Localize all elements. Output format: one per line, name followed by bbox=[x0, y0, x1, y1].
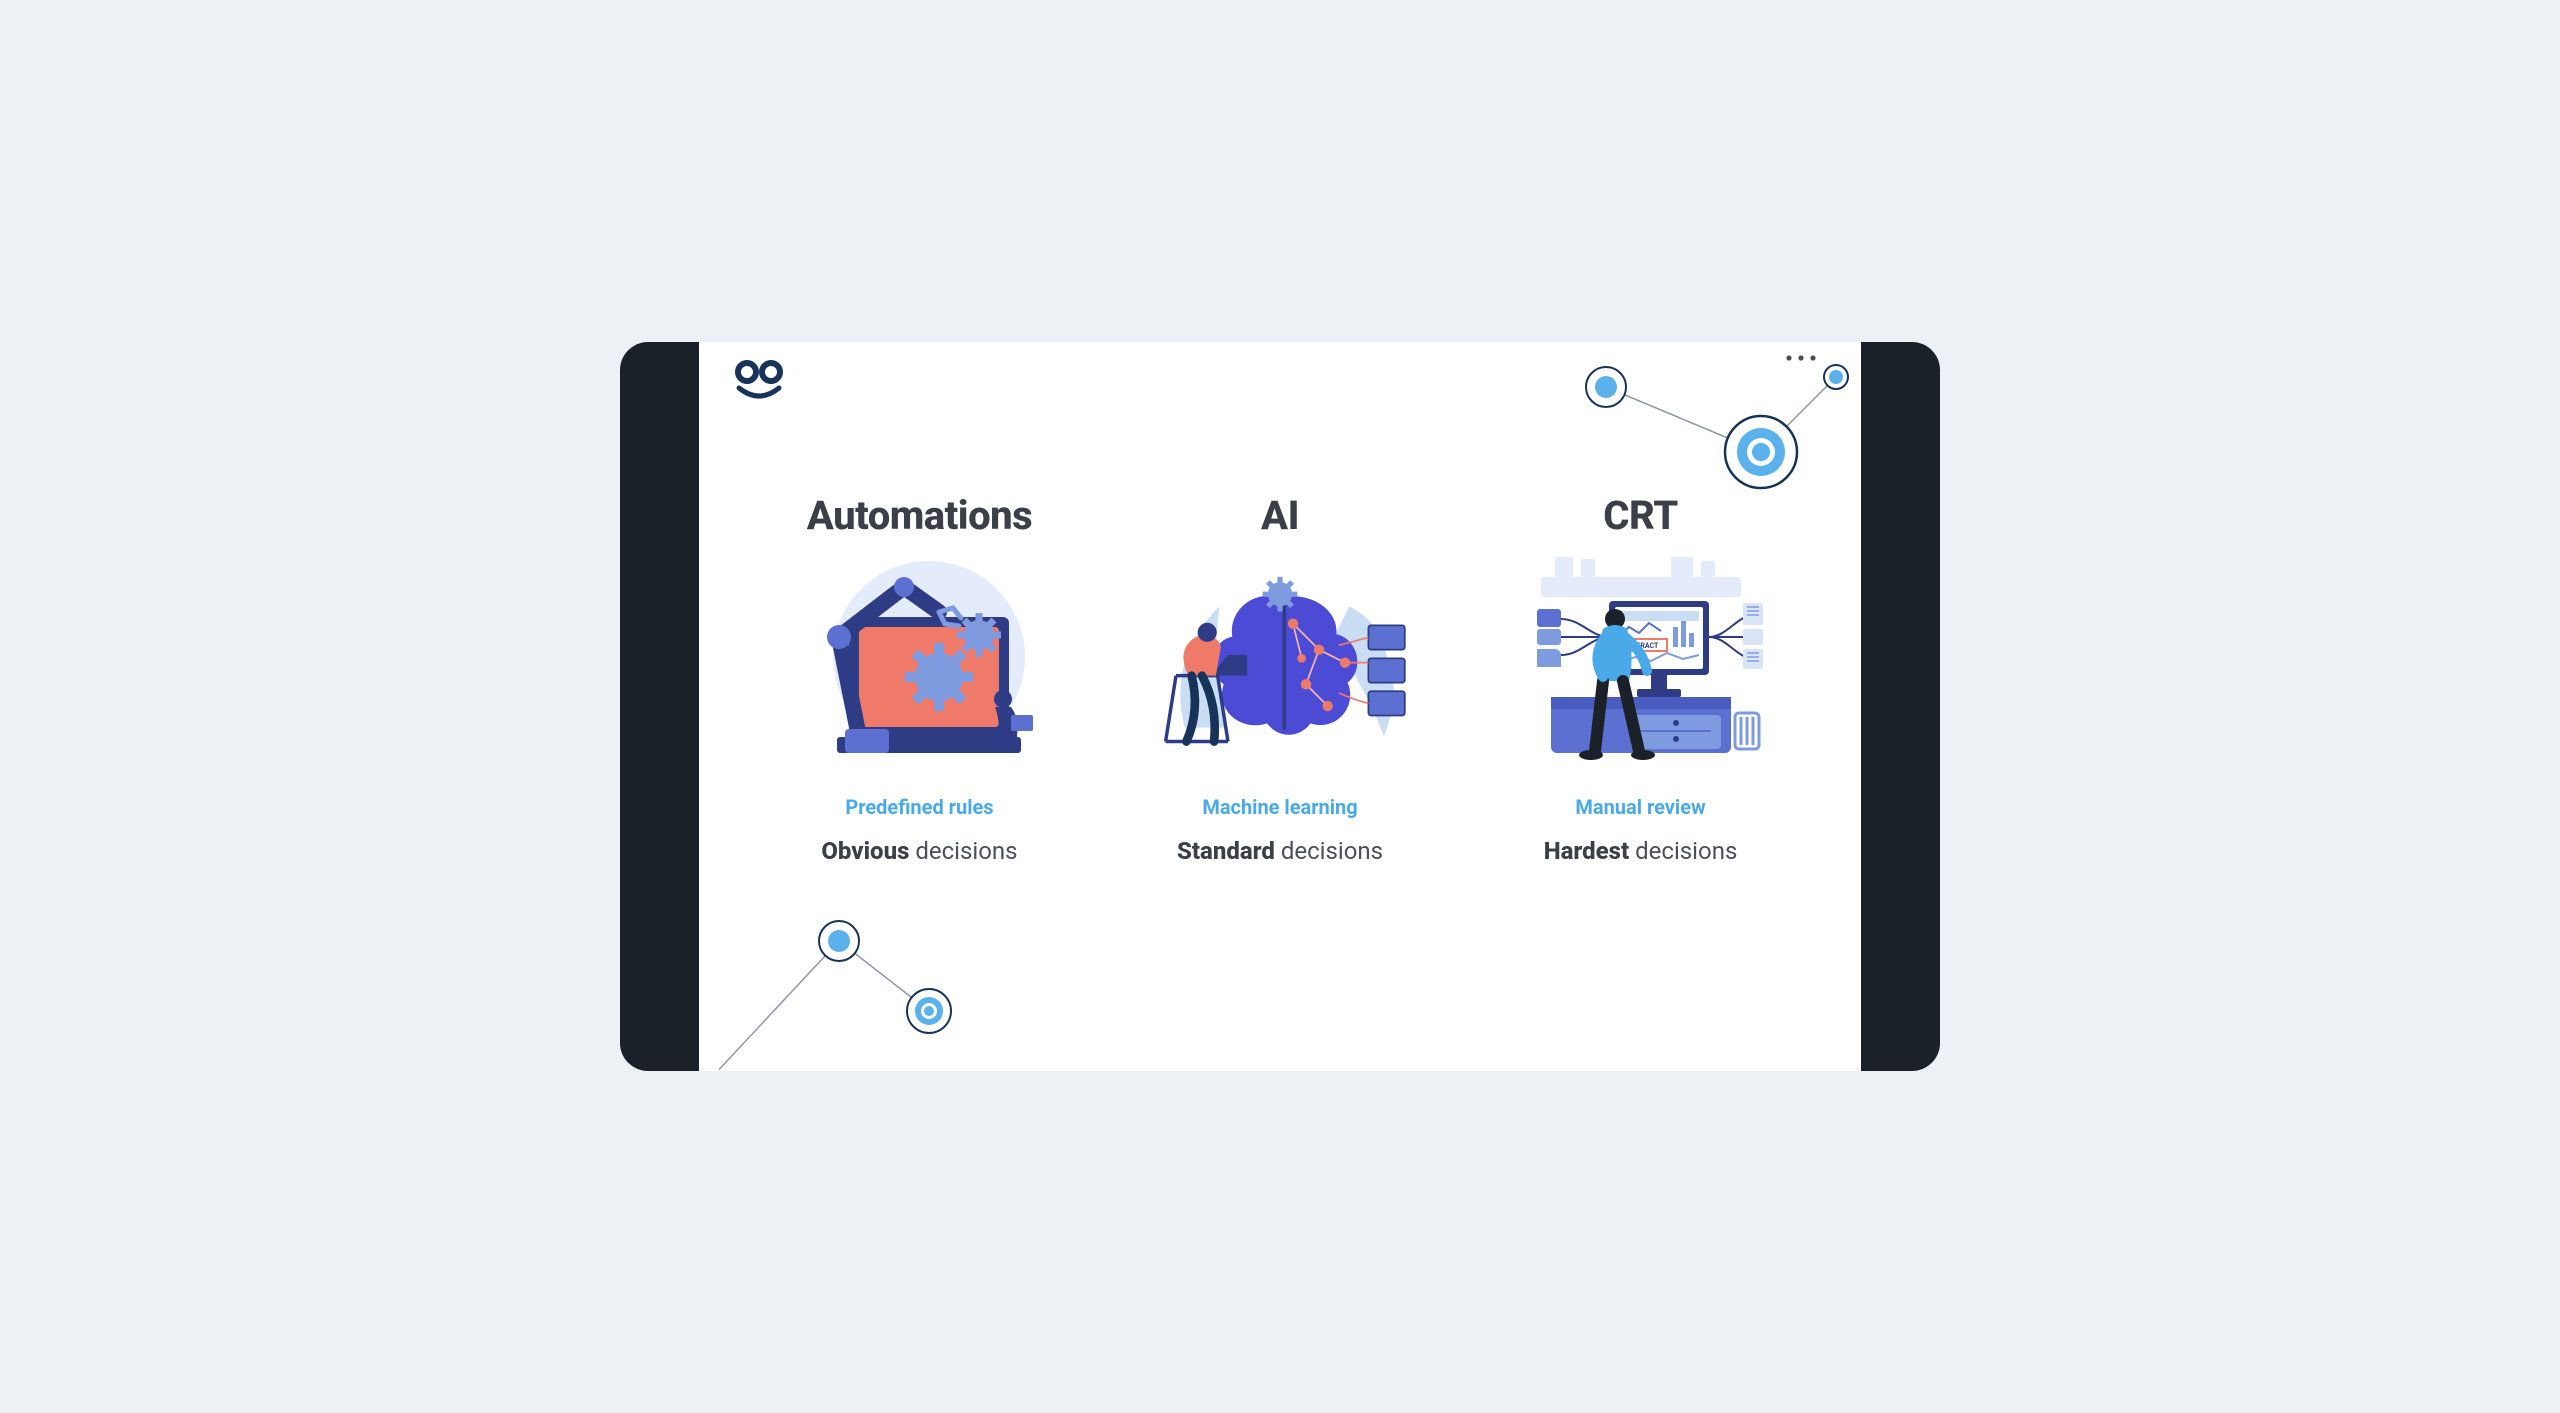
caption-bold: Hardest bbox=[1544, 837, 1629, 865]
column-subtitle: Machine learning bbox=[1202, 795, 1357, 819]
robot-arm-gears-icon bbox=[789, 557, 1049, 777]
column-title: CRT bbox=[1603, 492, 1678, 539]
owl-face-logo-icon bbox=[731, 358, 787, 402]
caption-bold: Standard bbox=[1177, 837, 1275, 865]
analyst-dashboard-icon: EXTRACT bbox=[1511, 557, 1771, 777]
column-caption: Standard decisions bbox=[1177, 837, 1383, 865]
column-ai: AI bbox=[1100, 492, 1461, 1071]
column-caption: Obvious decisions bbox=[821, 837, 1017, 865]
column-subtitle: Predefined rules bbox=[845, 795, 993, 819]
presentation-frame: Automations bbox=[620, 342, 1940, 1071]
brain-network-workstation-icon bbox=[1150, 557, 1410, 777]
column-crt: CRT bbox=[1460, 492, 1821, 1071]
caption-rest: decisions bbox=[1629, 837, 1737, 865]
caption-rest: decisions bbox=[909, 837, 1017, 865]
column-subtitle: Manual review bbox=[1575, 795, 1705, 819]
column-caption: Hardest decisions bbox=[1544, 837, 1738, 865]
column-title: Automations bbox=[807, 492, 1032, 539]
caption-bold: Obvious bbox=[821, 837, 909, 865]
columns-row: Automations bbox=[699, 492, 1861, 1071]
slide: Automations bbox=[699, 342, 1861, 1071]
column-title: AI bbox=[1261, 492, 1299, 539]
column-automations: Automations bbox=[739, 492, 1100, 1071]
caption-rest: decisions bbox=[1275, 837, 1383, 865]
